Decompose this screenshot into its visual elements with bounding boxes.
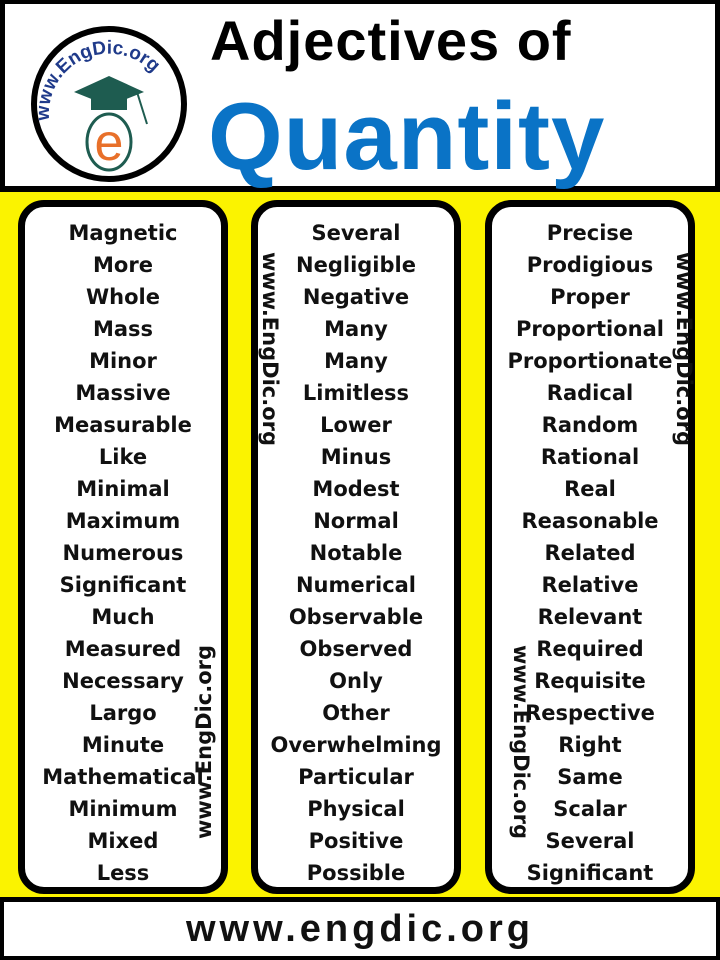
footer-url[interactable]: www.engdic.org [185, 908, 535, 950]
word-column-3: Precise Prodigious Proper Proportional Propo… [485, 200, 697, 894]
word-item: Lower [320, 413, 392, 437]
word-item: Proportional [516, 317, 664, 341]
word-item: Several [545, 829, 635, 853]
word-item: Significant [59, 573, 187, 597]
word-item: Mass [92, 317, 154, 341]
word-item: Minute [81, 733, 165, 757]
word-item: Possible [306, 861, 406, 885]
word-item: Real [564, 477, 616, 501]
word-item: Minimal [76, 477, 170, 501]
word-item: Much [91, 605, 155, 629]
watermark: www.EngDic.org [258, 251, 283, 447]
word-item: Positive [308, 829, 404, 853]
word-item: Measurable [54, 413, 192, 437]
word-item: Massive [75, 381, 171, 405]
word-item: Many [324, 317, 388, 341]
word-item: Whole [86, 285, 160, 309]
watermark: www.EngDic.org [672, 251, 697, 447]
word-item: Negative [302, 285, 410, 309]
word-item: Negligible [296, 253, 416, 277]
word-item: Less [96, 861, 150, 885]
word-item: Related [544, 541, 636, 565]
word-item: Many [324, 349, 388, 373]
word-item: Minimum [68, 797, 178, 821]
word-column-2: Several Negligible Negative Many Many Limitle… [251, 200, 461, 894]
word-item: Numerical [295, 573, 417, 597]
word-item: Proper [550, 285, 630, 309]
word-item: Limitless [302, 381, 410, 405]
word-item: Minus [320, 445, 392, 469]
word-item: Necessary [62, 669, 184, 693]
word-item: Normal [313, 509, 399, 533]
title-line-2: Quantity [208, 83, 606, 190]
word-item: Minor [89, 349, 157, 373]
word-item: Observable [288, 605, 424, 629]
word-item: Relative [541, 573, 639, 597]
word-item: Notable [309, 541, 403, 565]
word-item: Same [557, 765, 623, 789]
word-item: Radical [546, 381, 634, 405]
word-item: Reasonable [521, 509, 659, 533]
word-item: Observed [299, 637, 413, 661]
word-item: Right [558, 733, 622, 757]
word-item: Overwhelming [270, 733, 442, 757]
word-item: Measured [64, 637, 182, 661]
footer: www.engdic.org [4, 902, 716, 956]
word-item: Mathematical [42, 765, 204, 789]
word-item: Rational [540, 445, 640, 469]
word-item: Other [322, 701, 390, 725]
word-item: Particular [298, 765, 414, 789]
word-item: Like [98, 445, 148, 469]
word-item: Respective [525, 701, 655, 725]
word-item: Significant [526, 861, 654, 885]
watermark: www.EngDic.org [509, 644, 534, 840]
word-item: Numerous [62, 541, 184, 565]
word-item: Relevant [537, 605, 643, 629]
word-item: Magnetic [68, 221, 178, 245]
word-item: Modest [312, 477, 400, 501]
word-item: Several [311, 221, 401, 245]
word-item: Mixed [87, 829, 159, 853]
title-line-1: Adjectives of [210, 9, 572, 72]
word-item: Prodigious [526, 253, 654, 277]
word-item: Physical [307, 797, 405, 821]
word-item: More [93, 253, 153, 277]
word-item: Scalar [553, 797, 627, 821]
engdic-logo: www.EngDic.org e [31, 26, 187, 182]
word-item: Required [536, 637, 644, 661]
word-item: Proportionate [507, 349, 673, 373]
word-item: Requisite [534, 669, 646, 693]
word-item: Largo [89, 701, 157, 725]
svg-text:e: e [95, 114, 124, 172]
word-item: Random [541, 413, 639, 437]
word-column-1: Magnetic More Whole Mass Minor Massive Measura… [18, 200, 228, 894]
watermark: www.EngDic.org [192, 644, 217, 840]
word-item: Precise [546, 221, 634, 245]
word-item: Only [329, 669, 383, 693]
header: www.EngDic.org e Adjectives of Quantity [5, 4, 715, 190]
word-item: Maximum [65, 509, 181, 533]
